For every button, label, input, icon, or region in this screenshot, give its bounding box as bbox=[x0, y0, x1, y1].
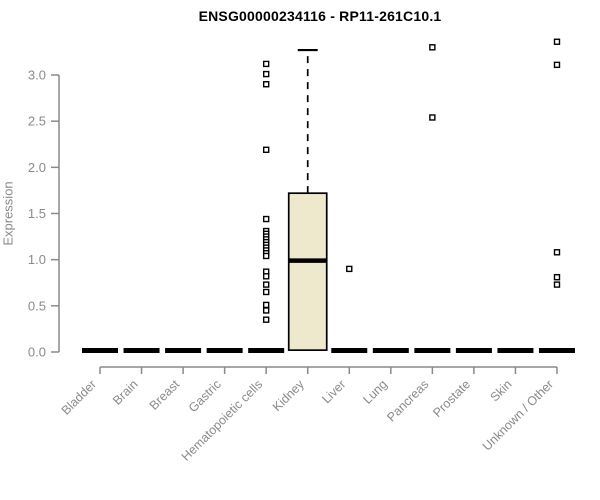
x-tick-label: Lung bbox=[360, 377, 390, 407]
outlier-point bbox=[553, 281, 561, 288]
outlier-point bbox=[262, 70, 270, 78]
x-tick-label: Hematopoietic cells bbox=[179, 377, 266, 464]
x-tick-label: Gastric bbox=[186, 377, 224, 415]
outlier-point bbox=[429, 114, 436, 121]
x-tick-label: Pancreas bbox=[384, 377, 431, 424]
outlier-point bbox=[346, 265, 353, 273]
outlier-point bbox=[262, 316, 270, 323]
y-tick-label: 0.0 bbox=[28, 345, 46, 360]
y-tick-label: 2.0 bbox=[28, 160, 46, 175]
outlier-point bbox=[262, 146, 270, 153]
y-tick-label: 2.5 bbox=[28, 114, 46, 129]
outlier-point bbox=[262, 288, 270, 296]
outlier-point bbox=[262, 301, 270, 309]
outlier-point bbox=[262, 60, 270, 68]
box-iqr bbox=[287, 192, 328, 352]
x-tick-label: Kidney bbox=[270, 377, 307, 414]
outlier-point bbox=[553, 249, 561, 256]
x-tick-label: Liver bbox=[319, 377, 348, 406]
chart-title: ENSG00000234116 - RP11-261C10.1 bbox=[198, 8, 442, 24]
outlier-point bbox=[262, 215, 270, 223]
y-tick-label: 1.5 bbox=[28, 206, 46, 221]
x-tick-label: Prostate bbox=[430, 377, 473, 420]
outlier-point bbox=[262, 81, 270, 88]
x-tick-label: Brain bbox=[110, 377, 141, 408]
outlier-point bbox=[262, 252, 270, 260]
x-tick-label: Skin bbox=[487, 377, 514, 404]
y-tick-label: 0.5 bbox=[28, 298, 46, 313]
outlier-point bbox=[262, 307, 270, 314]
x-tick-label: Unknown / Other bbox=[480, 377, 556, 453]
y-tick-label: 1.0 bbox=[28, 252, 46, 267]
outlier-point bbox=[553, 274, 561, 281]
outlier-point bbox=[262, 273, 270, 280]
outlier-point bbox=[553, 38, 561, 45]
x-tick-label: Breast bbox=[147, 377, 183, 413]
y-tick-label: 3.0 bbox=[28, 68, 46, 83]
outlier-point bbox=[553, 61, 561, 69]
outlier-point bbox=[262, 281, 270, 288]
x-tick-label: Bladder bbox=[59, 377, 99, 417]
outlier-point bbox=[429, 44, 436, 51]
